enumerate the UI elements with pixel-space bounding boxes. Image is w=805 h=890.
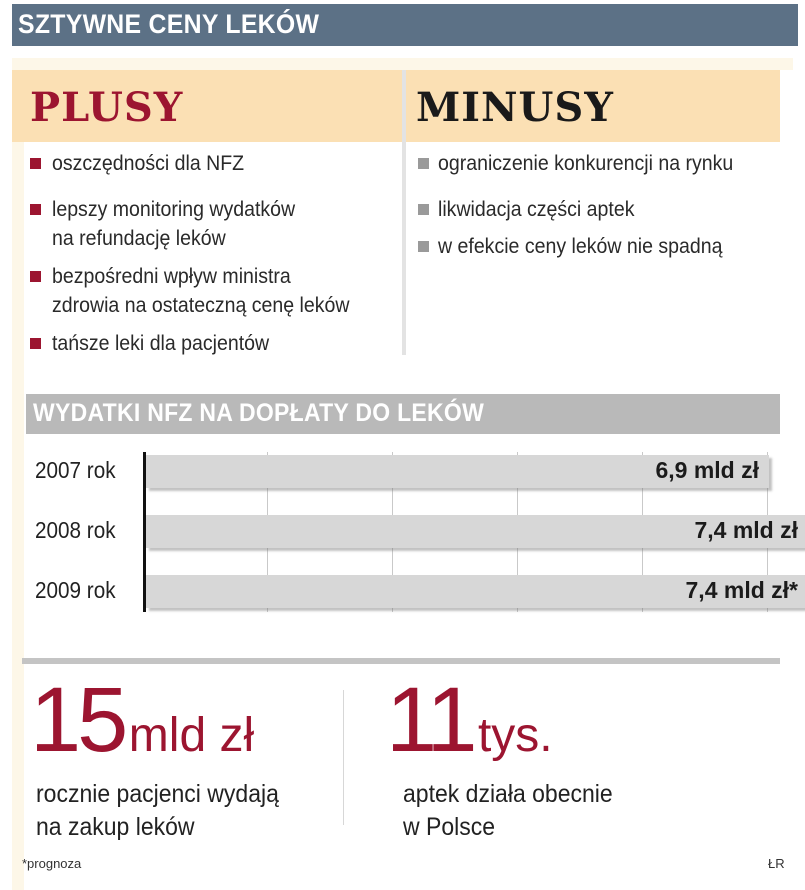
pros-item: bezpośredni wpływ ministra zdrowia na os… bbox=[52, 262, 349, 320]
stat-number: 15 bbox=[30, 669, 128, 771]
cons-item: w efekcie ceny leków nie spadną bbox=[438, 232, 722, 261]
chart-bar bbox=[146, 515, 805, 548]
chart-title-bar: WYDATKI NFZ NA DOPŁATY DO LEKÓW bbox=[26, 394, 780, 434]
stat-description-line: w Polsce bbox=[403, 813, 496, 841]
chart-bar bbox=[146, 575, 805, 608]
pros-bullet-icon bbox=[30, 271, 41, 282]
pros-bullet-icon bbox=[30, 158, 41, 169]
cons-item: likwidacja części aptek bbox=[438, 195, 634, 224]
pros-item-line: zdrowia na ostateczną cenę leków bbox=[52, 294, 350, 317]
stats-divider bbox=[343, 690, 344, 825]
chart-title: WYDATKI NFZ NA DOPŁATY DO LEKÓW bbox=[33, 399, 485, 427]
stat-number: 11 bbox=[386, 669, 477, 771]
stat-block: 15 mld zł bbox=[30, 668, 254, 773]
chart-bar bbox=[146, 455, 769, 488]
chart-data-label: 7,4 mld zł* bbox=[685, 577, 798, 603]
cons-item-line: likwidacja części aptek bbox=[438, 198, 635, 221]
pros-bullet-icon bbox=[30, 338, 41, 349]
chart-data-label: 7,4 mld zł bbox=[694, 517, 798, 543]
chart-category-label: 2008 rok bbox=[35, 517, 116, 543]
pros-item-line: bezpośredni wpływ ministra bbox=[52, 265, 291, 288]
stat-unit: tys. bbox=[477, 709, 553, 762]
pros-item: lepszy monitoring wydatków na refundację… bbox=[52, 195, 295, 253]
pros-item-line: na refundację leków bbox=[52, 227, 226, 250]
stat-unit: mld zł bbox=[128, 709, 255, 762]
cons-bullet-icon bbox=[418, 158, 429, 169]
pros-bullet-icon bbox=[30, 204, 41, 215]
stat-description-line: na zakup leków bbox=[36, 813, 195, 841]
chart-category-label: 2009 rok bbox=[35, 577, 116, 603]
page-title: SZTYWNE CENY LEKÓW bbox=[18, 9, 320, 39]
pros-item: oszczędności dla NFZ bbox=[52, 149, 244, 178]
stat-description-line: rocznie pacjenci wydają bbox=[36, 780, 279, 808]
chart-category-label: 2007 rok bbox=[35, 457, 116, 483]
pros-cons-header bbox=[12, 70, 780, 142]
stat-description-line: aptek działa obecnie bbox=[403, 780, 613, 808]
cons-bullet-icon bbox=[418, 204, 429, 215]
column-divider bbox=[402, 70, 406, 355]
chart-axis bbox=[143, 452, 146, 612]
header-bar: SZTYWNE CENY LEKÓW bbox=[12, 4, 798, 46]
stat-block: 11 tys. bbox=[386, 668, 553, 773]
credit: ŁR bbox=[768, 856, 785, 871]
chart-data-label: 6,9 mld zł bbox=[655, 457, 759, 483]
cons-item: ograniczenie konkurencji na rynku bbox=[438, 149, 733, 178]
stat-description: aptek działa obecnie w Polsce bbox=[403, 778, 613, 844]
cons-item-line: w efekcie ceny leków nie spadną bbox=[438, 235, 723, 258]
pros-title: PLUSY bbox=[30, 84, 184, 131]
pros-item-line: lepszy monitoring wydatków bbox=[52, 198, 296, 221]
pros-item: tańsze leki dla pacjentów bbox=[52, 329, 269, 358]
stat-description: rocznie pacjenci wydają na zakup leków bbox=[36, 778, 279, 844]
section-separator bbox=[22, 658, 780, 664]
footnote: *prognoza bbox=[22, 856, 82, 871]
cons-title: MINUSY bbox=[416, 84, 614, 131]
pros-item-line: oszczędności dla NFZ bbox=[52, 152, 245, 175]
cons-item-line: ograniczenie konkurencji na rynku bbox=[438, 152, 734, 175]
pros-item-line: tańsze leki dla pacjentów bbox=[52, 332, 270, 355]
cons-bullet-icon bbox=[418, 241, 429, 252]
